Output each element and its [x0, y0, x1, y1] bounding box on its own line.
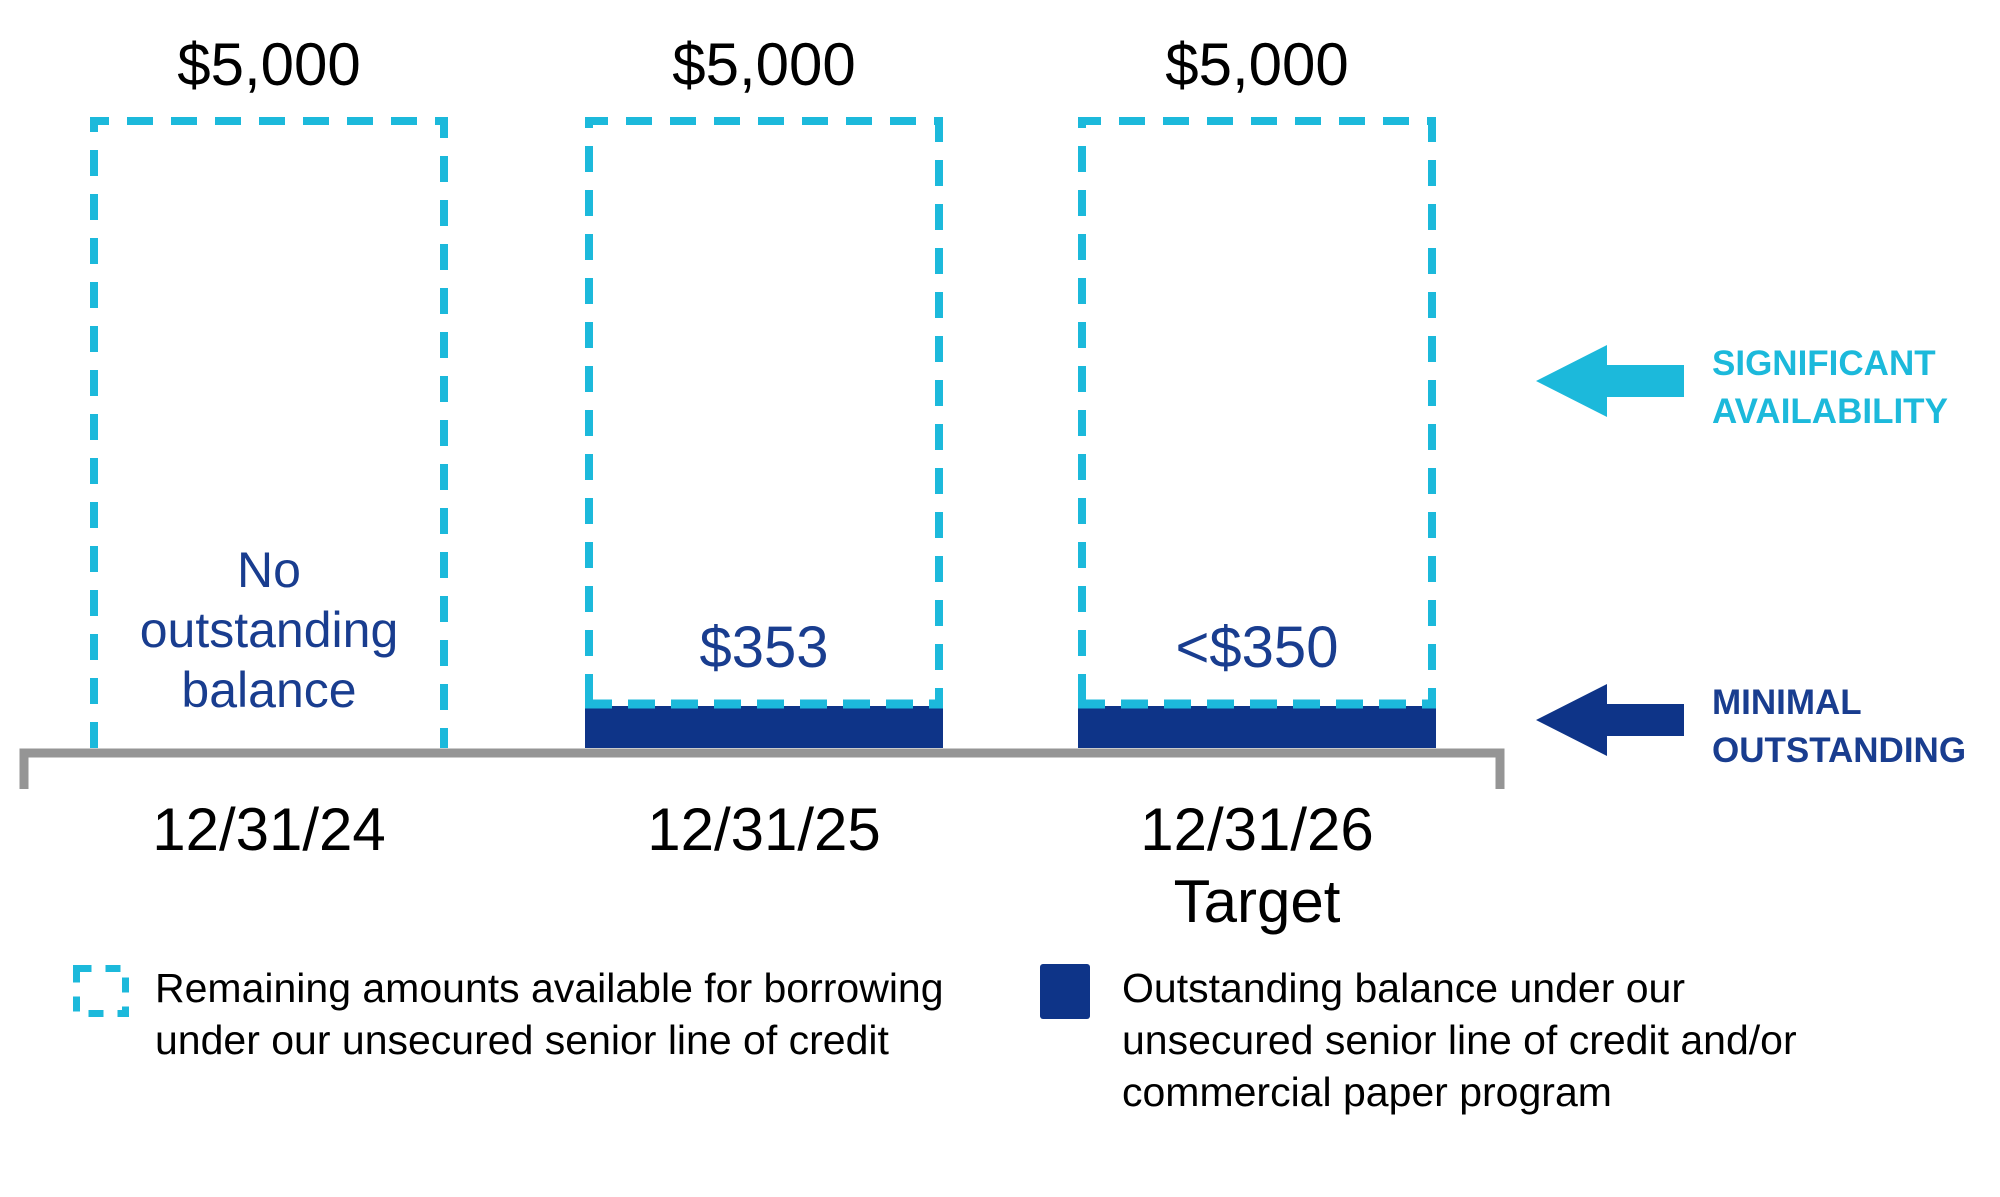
- legend-available-line2: under our unsecured senior line of credi…: [155, 1017, 889, 1063]
- significant-availability-label: SIGNIFICANT AVAILABILITY: [1712, 340, 2000, 436]
- category-label-3-line1: 12/31/26: [1140, 796, 1374, 863]
- legend-outstanding-line3: commercial paper program: [1122, 1069, 1612, 1115]
- available-capacity-outline-1: [90, 117, 448, 748]
- category-label-3: 12/31/26 Target: [1077, 794, 1437, 938]
- legend-outstanding: Outstanding balance under our unsecured …: [1122, 962, 1902, 1118]
- solid-navy-swatch-icon: [1040, 964, 1090, 1019]
- total-label-3: $5,000: [1165, 31, 1349, 98]
- minimal-outstanding-arrow-icon: [1536, 684, 1684, 756]
- category-label-2: 12/31/25: [584, 794, 944, 866]
- category-label-1: 12/31/24: [89, 794, 449, 866]
- baseline-axis: [19, 748, 1505, 789]
- dashed-outline-swatch-icon: [73, 965, 129, 1017]
- minimal-outstanding-label-line1: MINIMAL: [1712, 683, 1862, 722]
- outstanding-bar-3: [1078, 706, 1436, 748]
- significant-availability-label-line2: AVAILABILITY: [1712, 392, 1948, 431]
- outstanding-bar-2: [585, 706, 943, 748]
- significant-availability-label-line1: SIGNIFICANT: [1712, 344, 1936, 383]
- minimal-outstanding-label: MINIMAL OUTSTANDING: [1712, 679, 2000, 775]
- legend-available: Remaining amounts available for borrowin…: [155, 962, 1075, 1066]
- outstanding-label-2: $353: [699, 615, 829, 680]
- outstanding-label-3: <$350: [1175, 615, 1339, 680]
- category-label-2-line1: 12/31/25: [647, 796, 881, 863]
- legend-available-line1: Remaining amounts available for borrowin…: [155, 965, 944, 1011]
- dashed-outline-swatch-rect: [73, 965, 129, 1017]
- minimal-outstanding-label-line2: OUTSTANDING: [1712, 731, 1967, 770]
- legend-outstanding-line1: Outstanding balance under our: [1122, 965, 1686, 1011]
- category-label-3-line2: Target: [1173, 868, 1341, 935]
- significant-availability-arrow-icon: [1536, 345, 1684, 417]
- solid-navy-swatch-rect: [1040, 964, 1090, 1019]
- available-capacity-outline-2: [585, 117, 943, 700]
- total-label-1: $5,000: [177, 31, 361, 98]
- total-label-2: $5,000: [672, 31, 856, 98]
- outstanding-label-1: No outstanding balance: [139, 542, 399, 718]
- legend-outstanding-line2: unsecured senior line of credit and/or: [1122, 1017, 1797, 1063]
- available-capacity-outline-3: [1078, 117, 1436, 700]
- category-label-1-line1: 12/31/24: [152, 796, 386, 863]
